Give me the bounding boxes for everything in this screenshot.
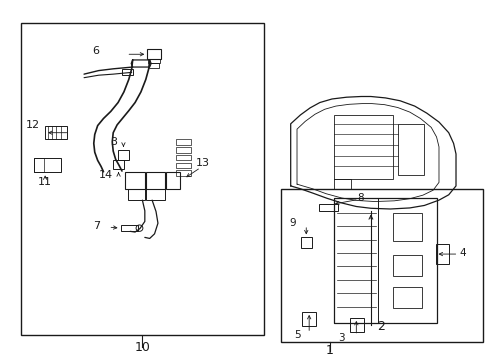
Bar bbox=[318, 204, 338, 211]
Bar bbox=[120, 225, 137, 231]
Bar bbox=[392, 255, 421, 276]
Text: 2: 2 bbox=[376, 320, 384, 333]
Bar bbox=[435, 244, 448, 264]
Text: 9: 9 bbox=[289, 218, 296, 228]
Bar bbox=[334, 198, 436, 323]
Bar bbox=[113, 160, 123, 169]
Bar bbox=[122, 69, 132, 75]
Bar bbox=[300, 237, 311, 248]
Bar bbox=[148, 59, 160, 63]
Text: 12: 12 bbox=[26, 120, 40, 130]
Bar bbox=[176, 139, 191, 145]
Bar bbox=[392, 287, 421, 309]
Text: 6: 6 bbox=[93, 46, 100, 56]
Bar bbox=[127, 189, 144, 200]
Bar bbox=[334, 198, 377, 323]
Bar bbox=[34, 158, 43, 172]
Bar bbox=[149, 63, 159, 68]
Bar bbox=[45, 126, 67, 139]
Bar bbox=[350, 318, 364, 332]
Text: 7: 7 bbox=[92, 221, 100, 231]
Bar bbox=[397, 124, 424, 175]
Bar bbox=[176, 155, 191, 160]
Text: 5: 5 bbox=[293, 330, 300, 340]
Text: 1: 1 bbox=[325, 345, 333, 357]
Bar bbox=[34, 158, 61, 172]
Bar bbox=[176, 147, 191, 153]
Bar bbox=[302, 312, 315, 326]
Text: 11: 11 bbox=[38, 177, 52, 187]
Text: 3: 3 bbox=[109, 136, 117, 147]
Bar bbox=[147, 49, 161, 59]
Text: 4: 4 bbox=[458, 248, 465, 258]
Bar bbox=[145, 172, 165, 189]
Bar bbox=[176, 170, 191, 176]
Text: 10: 10 bbox=[134, 341, 150, 354]
Bar bbox=[281, 189, 482, 342]
Text: 8: 8 bbox=[356, 193, 363, 203]
Bar bbox=[176, 162, 191, 168]
Bar bbox=[145, 189, 165, 200]
Bar bbox=[21, 23, 264, 335]
Bar bbox=[334, 115, 392, 179]
Bar bbox=[392, 212, 421, 241]
Text: 3: 3 bbox=[338, 333, 345, 343]
Bar bbox=[165, 172, 180, 189]
Bar bbox=[118, 150, 128, 160]
Text: 14: 14 bbox=[99, 170, 113, 180]
Text: 13: 13 bbox=[196, 158, 210, 168]
Bar bbox=[125, 172, 144, 189]
